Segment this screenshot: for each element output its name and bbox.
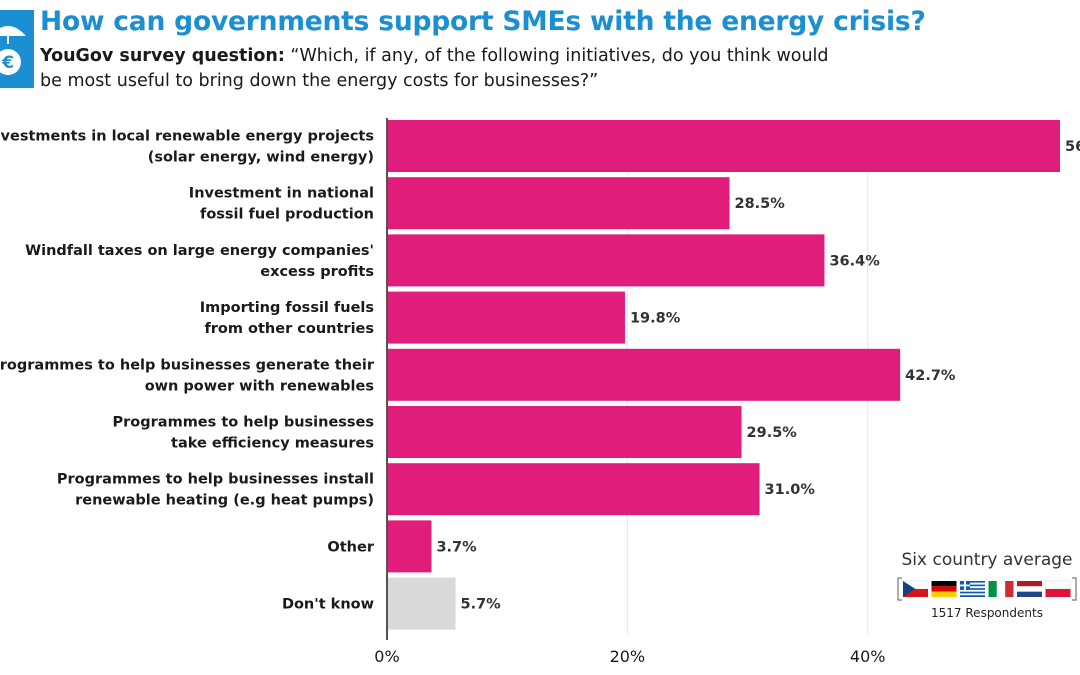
x-tick-label: 40% [850,647,886,666]
category-label: (solar energy, wind energy) [148,150,374,166]
value-label: 28.5% [735,196,786,212]
value-label: 3.7% [436,539,477,555]
value-label: 56 [1065,139,1080,155]
x-tick-label: 0% [374,647,399,666]
category-label: fossil fuel production [200,207,374,223]
category-label: Investment in national [189,186,374,202]
value-label: 42.7% [905,368,956,384]
category-label: Investments in local renewable energy pr… [0,129,374,145]
german-flag-icon [931,581,957,597]
category-label: renewable heating (e.g heat pumps) [75,493,374,509]
flag-row [894,576,1080,602]
bar [388,463,760,516]
czech-flag-icon [902,580,929,597]
category-label: Programmes to help businesses [113,415,374,431]
category-label: excess profits [260,264,374,280]
category-label: own power with renewables [145,378,374,394]
legend: Six country average 1517 Respondents [894,550,1080,620]
bars [388,120,1060,630]
bar [388,348,901,401]
flags-icons [897,577,1077,601]
survey-question-line-1: “Which, if any, of the following initiat… [284,46,829,66]
value-label: 31.0% [765,482,816,498]
polish-flag-icon [1045,580,1071,597]
bar [388,177,730,230]
bar [388,406,742,458]
dutch-flag-icon [1017,581,1042,597]
category-label: Other [327,539,374,555]
bar [388,120,1060,172]
bar [388,234,825,287]
category-label: from other countries [204,321,374,337]
survey-question: YouGov survey question: “Which, if any, … [40,44,940,94]
category-label: Importing fossil fuels [200,300,374,316]
category-label: Programmes to help businesses install [57,472,374,488]
legend-title: Six country average [901,550,1073,570]
italian-flag-icon [988,581,1014,597]
bar [388,291,625,344]
value-label: 5.7% [461,597,502,613]
value-label: 36.4% [829,253,880,269]
bar [388,577,456,630]
x-tick-label: 20% [610,647,646,666]
chart-title: How can governments support SMEs with th… [40,6,926,37]
category-label: Don't know [282,597,374,613]
respondents-count: 1517 Respondents [931,606,1043,620]
labels: 0% 20% 40% 56 Investments in local renewable… [0,129,1080,667]
bar [388,520,432,573]
survey-question-lead: YouGov survey question: [40,46,285,66]
category-label: Programmes to help businesses generate t… [0,357,375,373]
greek-flag-icon [960,581,985,597]
value-label: 29.5% [747,425,798,441]
value-label: 19.8% [630,311,681,327]
category-label: Windfall taxes on large energy companies… [25,243,374,259]
umbrella-euro-icon: € [0,10,34,88]
survey-question-line-2: be most useful to bring down the energy … [40,71,599,91]
svg-text:€: € [1,53,14,73]
category-label: take efficiency measures [171,436,374,452]
